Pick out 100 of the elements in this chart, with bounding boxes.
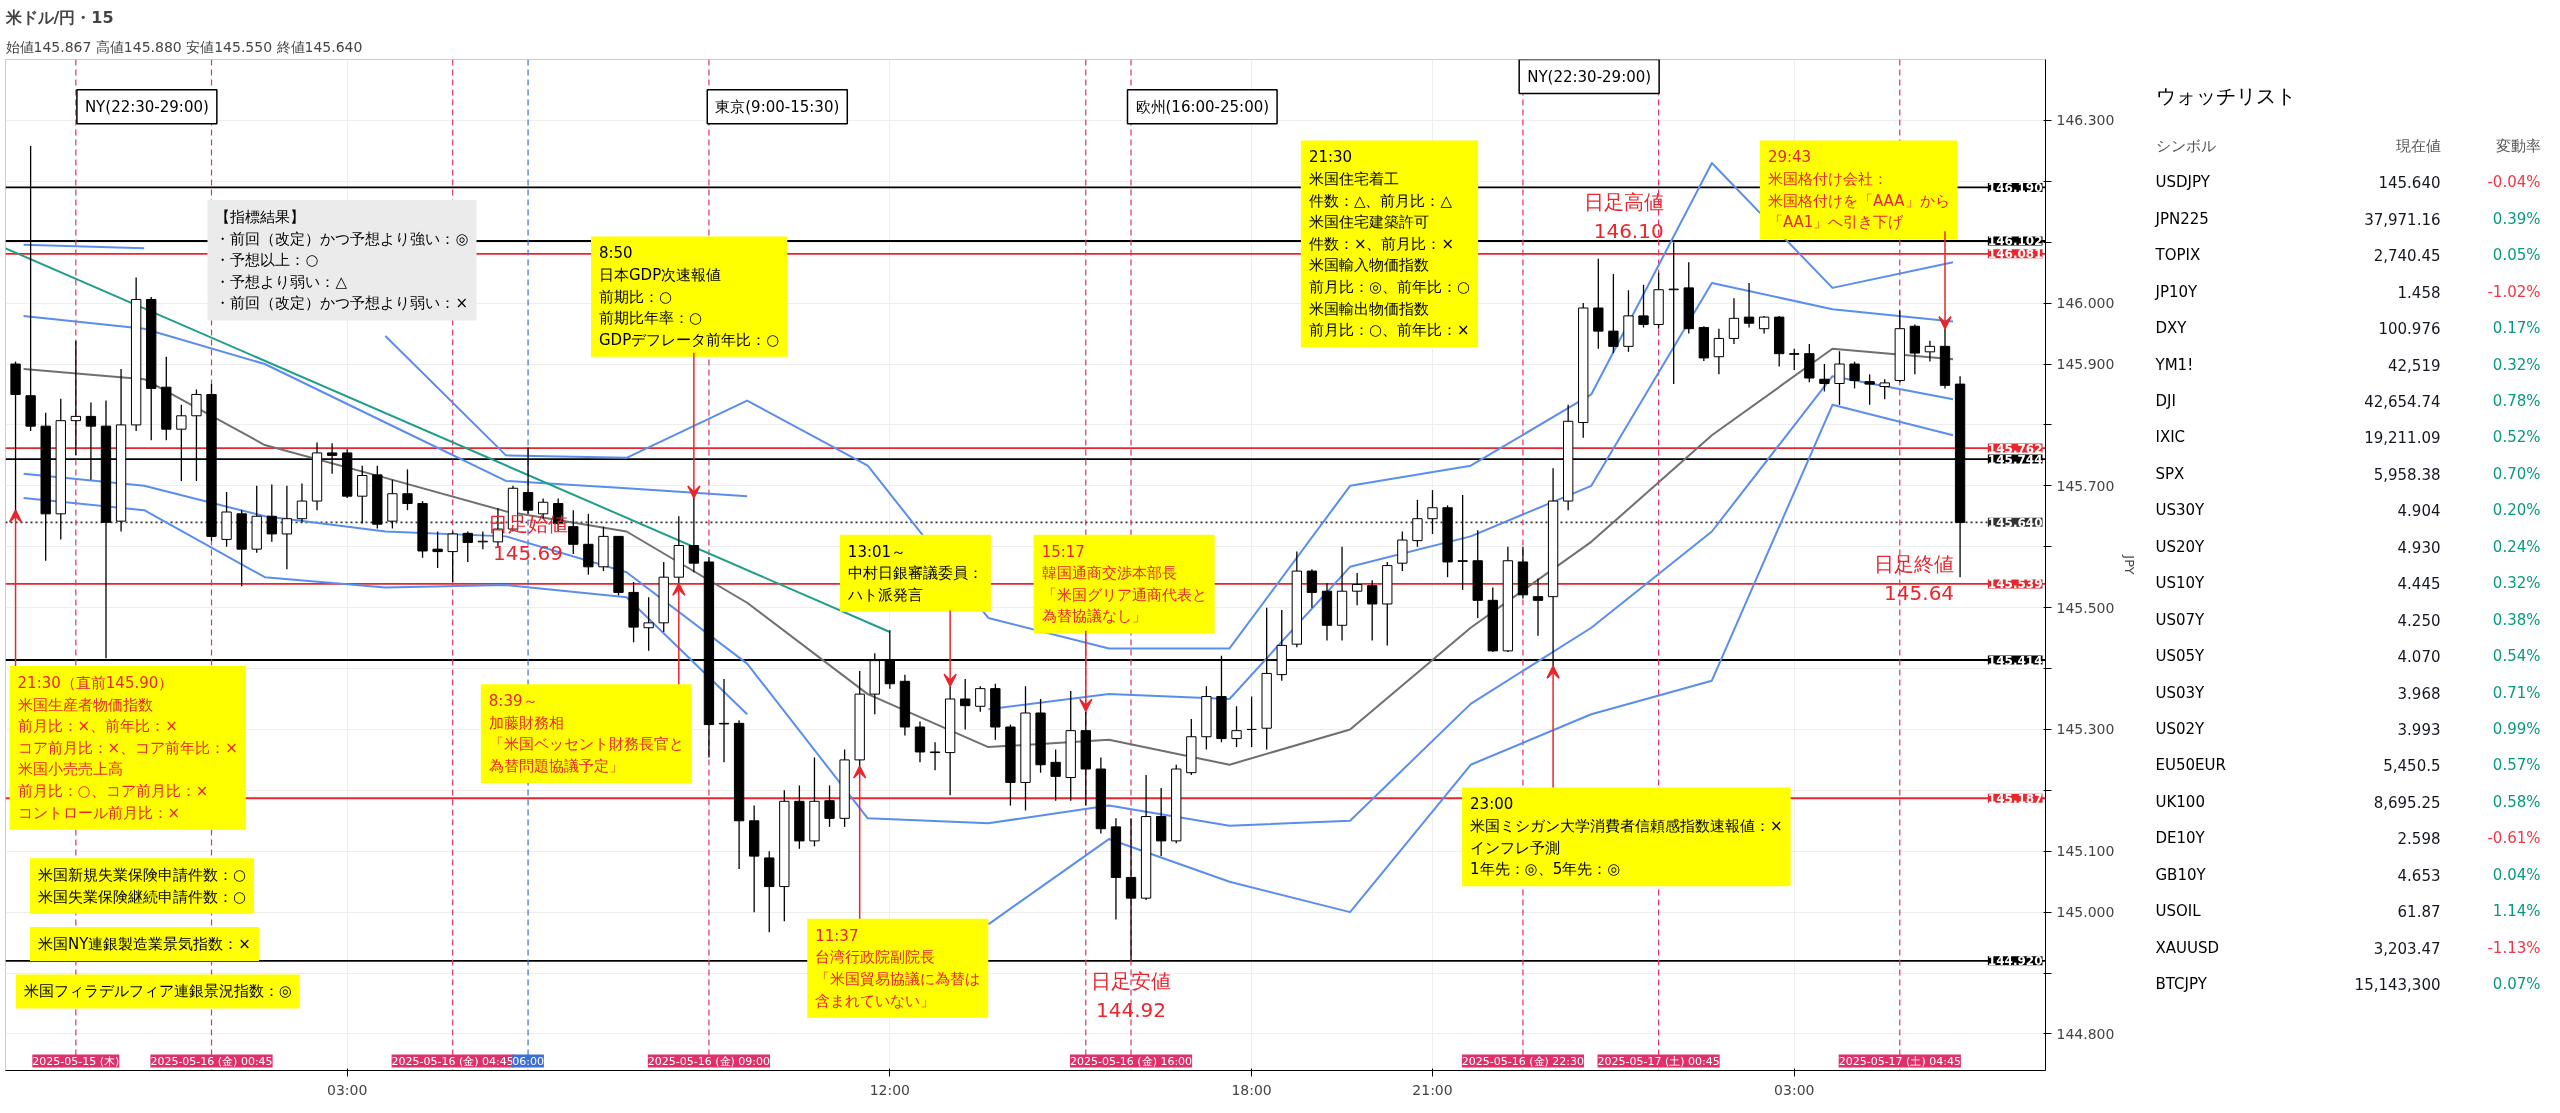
category-label: IXIC bbox=[2155, 428, 2186, 447]
data-label: 0.57% bbox=[2492, 756, 2541, 775]
ref-line-label: 2025-05-17 (土) 04:45 bbox=[1838, 1054, 1961, 1068]
candlestick bbox=[1834, 350, 1845, 406]
ref-line-label: 144.920 bbox=[1987, 954, 2043, 969]
ref-line-label: 146.081 bbox=[1987, 247, 2043, 262]
candlestick bbox=[432, 530, 443, 569]
data-label: 4.445 bbox=[2397, 575, 2441, 594]
category-label: US10Y bbox=[2155, 574, 2206, 593]
annotation: NY(22:30-29:00) bbox=[1527, 67, 1652, 86]
category-label: BTCJPY bbox=[2155, 974, 2208, 993]
category-label: TOPIX bbox=[2154, 246, 2201, 265]
data-label: 1.458 bbox=[2397, 283, 2441, 302]
data-label: 0.54% bbox=[2492, 647, 2541, 666]
y-tick-label: 145.300 bbox=[2056, 721, 2115, 738]
annotation: 米国NY連銀製造業景気指数：× bbox=[37, 934, 251, 953]
candlestick bbox=[583, 513, 594, 576]
candlestick bbox=[402, 468, 413, 511]
y-tick-label: 145.900 bbox=[2056, 356, 2115, 373]
annotation: 日足高値146.10 bbox=[1583, 190, 1664, 244]
data-label: 0.58% bbox=[2492, 792, 2541, 811]
data-label: 3.968 bbox=[2397, 684, 2441, 703]
category-label: USOIL bbox=[2155, 902, 2202, 921]
y-tick-label: 146.000 bbox=[2056, 295, 2115, 312]
ref-line-label: 145.187 bbox=[1987, 791, 2043, 806]
category-label: EU50EUR bbox=[2155, 756, 2226, 775]
data-label: 0.32% bbox=[2492, 355, 2541, 374]
candlestick bbox=[1879, 378, 1890, 400]
data-label: 0.32% bbox=[2492, 574, 2541, 593]
candlestick bbox=[1728, 297, 1740, 345]
ref-line-label: 2025-05-16 (金) 00:45 bbox=[150, 1054, 273, 1068]
category-label: DE10Y bbox=[2155, 829, 2206, 848]
data-label: 4.070 bbox=[2397, 648, 2441, 667]
ref-line-label: 145.744 bbox=[1987, 452, 2043, 467]
data-label: 61.87 bbox=[2397, 903, 2441, 922]
candlestick bbox=[718, 678, 730, 763]
x-tick-label: 21:00 bbox=[1412, 1081, 1453, 1098]
candlestick bbox=[357, 465, 368, 525]
candlestick bbox=[1457, 494, 1468, 591]
annotation: 21:30（直前145.90）米国生産者物価指数前月比：×、前年比：×コア前月比：×、コア前年比：×米国小売売上高前月比：○、コア前月比：×コントロール前月比：× bbox=[17, 674, 238, 822]
data-label: 0.04% bbox=[2492, 865, 2541, 884]
x-tick-label: 03:00 bbox=[1774, 1081, 1815, 1098]
candlestick bbox=[447, 530, 458, 583]
data-label: 4.653 bbox=[2397, 866, 2441, 885]
data-label: 5,450.5 bbox=[2383, 757, 2441, 776]
y-axis-title: JPY bbox=[2122, 554, 2138, 575]
ref-line-label: 2025-05-16 (金) 09:00 bbox=[647, 1054, 771, 1068]
ref-line-label: 145.414 bbox=[1987, 653, 2043, 668]
data-label: 0.20% bbox=[2492, 501, 2541, 520]
candlestick bbox=[1231, 705, 1242, 748]
data-label: 4.904 bbox=[2397, 502, 2441, 521]
data-label: 19,211.09 bbox=[2364, 429, 2441, 448]
candlestick bbox=[1050, 748, 1061, 802]
annotation: 東京(9:00-15:30) bbox=[715, 97, 840, 116]
data-label: 0.17% bbox=[2492, 319, 2541, 338]
category-label: JP10Y bbox=[2154, 282, 2199, 301]
category-label: UK100 bbox=[2155, 792, 2205, 811]
category-label: JPN225 bbox=[2154, 209, 2209, 228]
data-label: 4.930 bbox=[2397, 538, 2441, 557]
category-label: XAUUSD bbox=[2155, 938, 2220, 957]
candlestick bbox=[929, 741, 941, 771]
candlestick bbox=[1532, 577, 1544, 637]
candlestick bbox=[1306, 568, 1318, 609]
category-label: US30Y bbox=[2155, 501, 2206, 520]
annotation: 23:00米国ミシガン大学消費者信頼感指数速報値：×インフレ予測1年先：◎、5年先：◎ bbox=[1470, 795, 1783, 879]
y-tick-label: 145.100 bbox=[2056, 843, 2115, 860]
text: 変動率 bbox=[2495, 137, 2541, 156]
x-tick-label: 12:00 bbox=[869, 1081, 911, 1098]
candlestick bbox=[1125, 817, 1137, 961]
category-label: USDJPY bbox=[2155, 173, 2211, 192]
candlestick bbox=[1593, 258, 1604, 350]
data-label: 0.70% bbox=[2492, 464, 2541, 483]
text: 現在値 bbox=[2395, 137, 2441, 156]
candlestick bbox=[281, 485, 293, 570]
data-label: 3.993 bbox=[2397, 720, 2441, 739]
annotation: 米国フィラデルフィア連銀景況指数：◎ bbox=[23, 982, 292, 1001]
category-label: DJI bbox=[2155, 392, 2176, 411]
y-tick-label: 144.800 bbox=[2056, 1025, 2115, 1042]
x-tick-label: 03:00 bbox=[327, 1081, 368, 1098]
annotation: 日足終値145.64 bbox=[1874, 552, 1955, 606]
y-tick-label: 145.000 bbox=[2056, 904, 2115, 921]
data-label: -1.13% bbox=[2487, 938, 2541, 957]
data-label: 0.24% bbox=[2492, 537, 2541, 556]
candlestick bbox=[975, 685, 986, 713]
data-label: 0.38% bbox=[2492, 610, 2541, 629]
y-tick-label: 145.500 bbox=[2056, 599, 2115, 616]
data-label: 4.250 bbox=[2397, 611, 2441, 630]
annotation: 8:50日本GDP次速報値前期比：○前期比年率：○GDPデフレータ前年比：○ bbox=[598, 244, 780, 349]
annotation: 米国新規失業保険申請件数：○米国失業保険継続申請件数：○ bbox=[37, 866, 247, 906]
candlestick bbox=[1367, 579, 1378, 642]
annotation: 欧州(16:00-25:00) bbox=[1135, 97, 1270, 116]
category-label: SPX bbox=[2155, 464, 2185, 483]
data-label: 42,519 bbox=[2388, 356, 2441, 375]
candlestick bbox=[1849, 360, 1860, 390]
candlestick bbox=[1638, 284, 1649, 329]
candlestick bbox=[1608, 273, 1619, 354]
annotation: NY(22:30-29:00) bbox=[84, 97, 209, 116]
annotation: 11:37台湾行政院副院長「米国貿易協議に為替は含まれていない」 bbox=[815, 926, 981, 1010]
data-label: 0.39% bbox=[2492, 209, 2541, 228]
candlestick bbox=[1864, 373, 1875, 406]
